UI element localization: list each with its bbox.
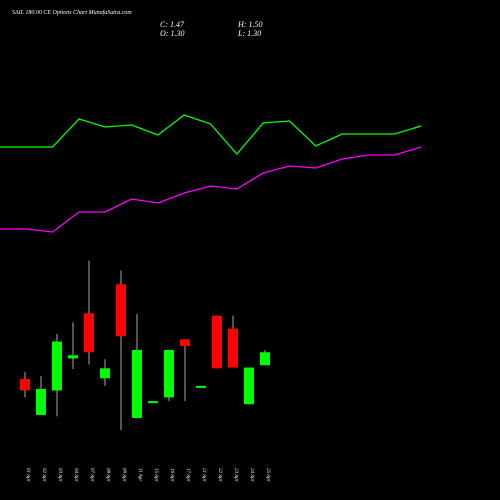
- candle-body: [148, 401, 158, 404]
- header-low: L: 1.30: [237, 29, 261, 38]
- x-tick-label: 02 Apr: [41, 468, 46, 482]
- x-tick-label: 22 Apr: [217, 468, 222, 482]
- indicator-line: [0, 146, 422, 233]
- x-tick-label: 23 Apr: [233, 468, 238, 482]
- x-tick-label: 15 Apr: [153, 468, 158, 482]
- x-tick-label: 08 Apr: [105, 468, 110, 482]
- candle-body: [68, 355, 78, 359]
- candle-body: [212, 315, 222, 369]
- candle-body: [20, 378, 30, 391]
- x-tick-label: 07 Apr: [89, 468, 94, 482]
- header-close: C: 1.47: [160, 20, 185, 29]
- x-tick-label: 11 Apr: [137, 468, 142, 481]
- indicator-line: [0, 114, 422, 155]
- x-tick-label: 16 Apr: [169, 468, 174, 482]
- candle-body: [196, 385, 206, 388]
- x-tick-label: 21 Apr: [201, 468, 206, 482]
- candle-body: [180, 339, 190, 347]
- candle-body: [36, 388, 46, 415]
- candle-body: [100, 368, 110, 379]
- candle-body: [164, 349, 174, 398]
- header-open: O: 1.30: [160, 29, 184, 38]
- x-tick-label: 09 Apr: [121, 468, 126, 482]
- candle-body: [84, 313, 94, 353]
- x-tick-label: 25 Apr: [265, 468, 270, 482]
- x-tick-label: 24 Apr: [249, 468, 254, 482]
- x-tick-label: 17 Apr: [185, 468, 190, 482]
- x-tick-label: 03 Apr: [57, 468, 62, 482]
- candle-body: [260, 352, 270, 366]
- candle-body: [244, 367, 254, 405]
- candle-body: [228, 328, 238, 368]
- header-high: H: 1.50: [237, 20, 262, 29]
- chart-title: SAIL 180.00 CE Options Chart MunafaSutra…: [12, 9, 132, 16]
- x-tick-label: 04 Apr: [73, 468, 78, 482]
- x-tick-label: 01 Apr: [25, 468, 30, 482]
- candle-body: [52, 341, 62, 391]
- candle-body: [116, 284, 126, 337]
- candle-body: [132, 349, 142, 418]
